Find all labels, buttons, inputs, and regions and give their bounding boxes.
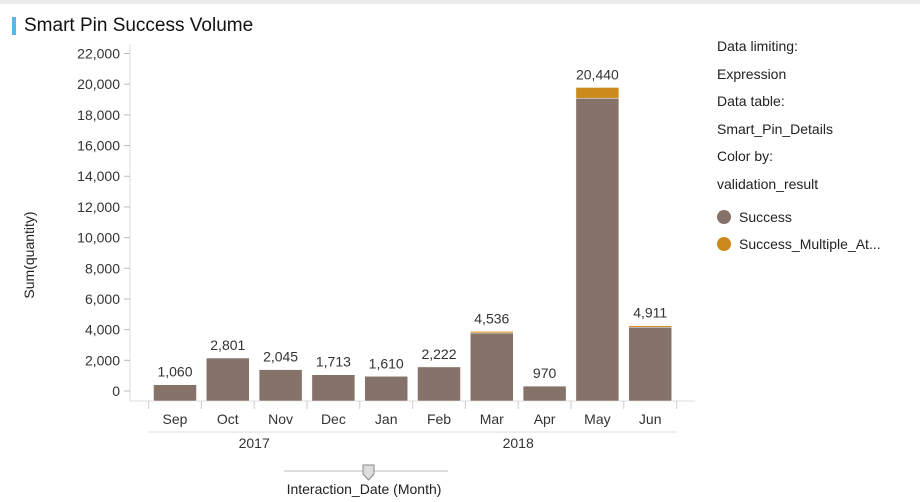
data-label: 4,911 xyxy=(633,305,667,321)
table-label: Data table: xyxy=(717,93,785,109)
title-text: Smart Pin Success Volume xyxy=(24,15,254,36)
data-label: 2,801 xyxy=(210,337,245,353)
y-tick-label: 0 xyxy=(112,383,120,399)
x-tick-label: Sep xyxy=(163,411,188,427)
y-tick-label: 22,000 xyxy=(77,46,120,62)
y-tick-label: 18,000 xyxy=(77,107,120,123)
color-label: Color by: xyxy=(717,148,774,164)
data-label: 1,060 xyxy=(157,364,192,380)
y-tick-label: 8,000 xyxy=(85,260,120,276)
x-tick-label: Jan xyxy=(375,411,398,427)
data-label: 2,045 xyxy=(263,349,298,365)
slider-handle[interactable] xyxy=(362,464,375,481)
bar-segment xyxy=(522,385,567,402)
bar-segment xyxy=(575,97,620,402)
color-value[interactable]: validation_result xyxy=(717,175,819,192)
bar-segment xyxy=(628,326,672,402)
y-tick-label: 6,000 xyxy=(85,291,120,307)
x-tick-label: Jun xyxy=(639,411,662,427)
data-label: 1,713 xyxy=(316,354,351,370)
y-tick-label: 12,000 xyxy=(77,199,120,215)
x-tick-label: Apr xyxy=(534,411,556,427)
y-tick-label: 20,000 xyxy=(77,76,120,92)
x-tick-label: May xyxy=(584,411,610,427)
bar-segment xyxy=(311,374,356,402)
data-label: 4,536 xyxy=(474,310,509,326)
x-group-label: 2018 xyxy=(503,435,534,451)
data-label: 2,222 xyxy=(421,346,456,362)
bar-segment xyxy=(470,331,514,334)
bar-segment xyxy=(258,369,303,402)
visualization-title: Smart Pin Success Volume xyxy=(12,15,253,37)
legend-label: Success_Multiple_At... xyxy=(739,236,881,253)
x-tick-label: Feb xyxy=(427,411,451,427)
x-axis-title: Interaction_Date (Month) xyxy=(287,481,442,497)
title-marker xyxy=(12,17,16,35)
legend-panel: Data limiting: Expression Data table: Sm… xyxy=(717,38,881,258)
y-tick-label: 10,000 xyxy=(77,230,120,246)
bar-segment xyxy=(575,87,620,99)
y-axis-title: Sum(quantity) xyxy=(21,211,37,298)
y-tick-label: 2,000 xyxy=(85,352,120,368)
bar-segment xyxy=(153,384,197,402)
top-border xyxy=(0,0,920,4)
y-tick-label: 4,000 xyxy=(85,322,120,338)
x-tick-label: Oct xyxy=(217,411,239,427)
table-value: Smart_Pin_Details xyxy=(717,120,833,137)
bar-segment xyxy=(364,376,408,402)
y-tick-label: 16,000 xyxy=(77,138,120,154)
data-label: 20,440 xyxy=(576,66,619,82)
data-label: 1,610 xyxy=(369,355,404,371)
legend-label: Success xyxy=(739,208,792,225)
x-tick-label: Mar xyxy=(480,411,504,427)
legend-dot xyxy=(717,209,731,224)
bar-segment xyxy=(417,366,461,402)
legend-dot xyxy=(717,237,731,252)
x-group-label: 2017 xyxy=(239,435,270,451)
data-label: 970 xyxy=(533,365,557,381)
y-tick-label: 14,000 xyxy=(77,168,120,184)
legend-item-success[interactable]: Success xyxy=(717,203,881,231)
bar-segment xyxy=(470,332,514,402)
limiting-label: Data limiting: xyxy=(717,38,798,54)
bar-segment xyxy=(628,325,672,328)
legend-item-multiple[interactable]: Success_Multiple_At... xyxy=(717,231,881,259)
bar-segment xyxy=(206,357,250,402)
x-tick-label: Dec xyxy=(321,411,346,427)
limiting-value: Expression xyxy=(717,65,787,82)
x-tick-label: Nov xyxy=(268,411,293,427)
